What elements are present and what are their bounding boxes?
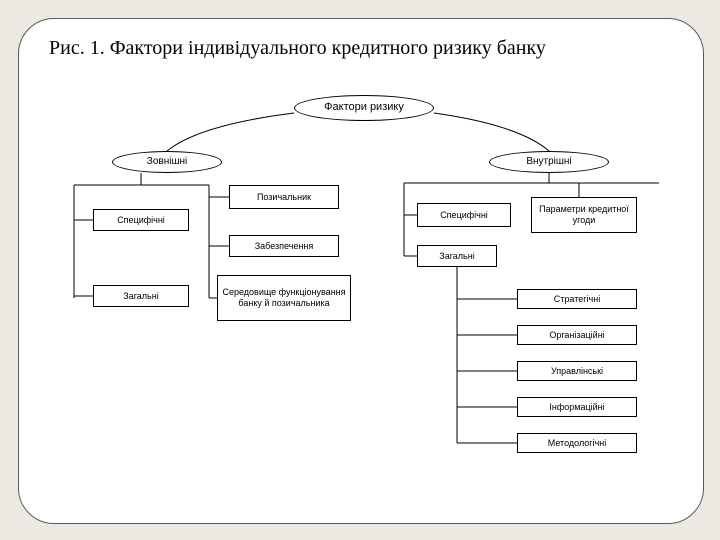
node-info: Інформаційні [517, 397, 637, 417]
diagram-canvas: Фактори ризику Зовнішні Внутрішні Специфічн… [19, 75, 703, 523]
node-strat: Стратегічні [517, 289, 637, 309]
node-method: Методологічні [517, 433, 637, 453]
node-root: Фактори ризику [294, 95, 434, 121]
slide-frame: Рис. 1. Фактори індивідуального кредитно… [18, 18, 704, 524]
node-mgmt: Управлінські [517, 361, 637, 381]
node-int_gen: Загальні [417, 245, 497, 267]
page-title: Рис. 1. Фактори індивідуального кредитно… [49, 37, 546, 60]
node-ext: Зовнішні [112, 151, 222, 173]
node-ext_gen: Загальні [93, 285, 189, 307]
node-borrower: Позичальник [229, 185, 339, 209]
node-int: Внутрішні [489, 151, 609, 173]
node-env: Середовище функціонування банку й позича… [217, 275, 351, 321]
node-int_param: Параметри кредитної угоди [531, 197, 637, 233]
node-ext_spec: Специфічні [93, 209, 189, 231]
node-org: Організаційні [517, 325, 637, 345]
node-int_spec: Специфічні [417, 203, 511, 227]
node-collateral: Забезпечення [229, 235, 339, 257]
